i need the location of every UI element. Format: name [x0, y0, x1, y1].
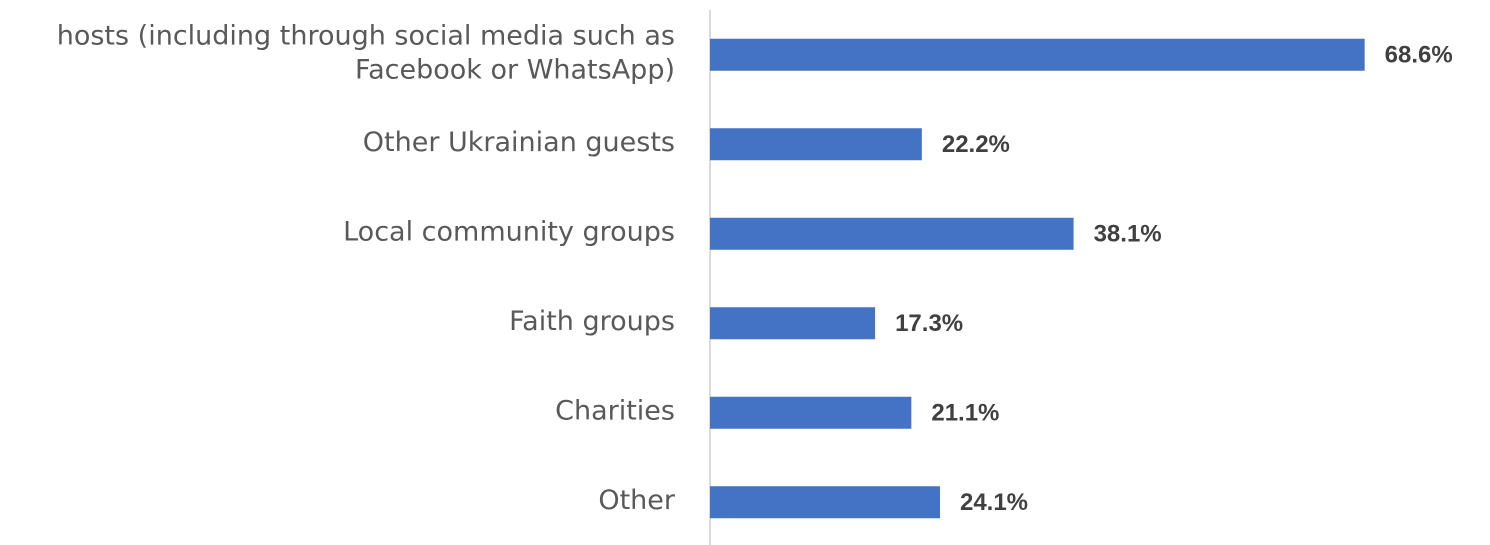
bar-value-label: 68.6%: [1385, 41, 1453, 68]
bar-value-label: 17.3%: [895, 310, 963, 337]
category-label: Faith groups: [509, 306, 675, 337]
category-labels-group: hosts (including through social media su…: [57, 20, 676, 516]
category-label: Charities: [555, 395, 675, 426]
category-label: Facebook or WhatsApp): [355, 54, 675, 85]
category-label: Other: [598, 485, 676, 516]
bar: [710, 38, 1365, 71]
category-label: hosts (including through social media su…: [57, 20, 675, 51]
bar: [710, 128, 922, 161]
bar: [710, 486, 940, 519]
bar: [710, 307, 876, 340]
bar-value-label: 38.1%: [1094, 220, 1162, 247]
bars-group: [710, 38, 1365, 519]
bar-value-label: 22.2%: [942, 131, 1010, 158]
bar-value-label: 21.1%: [931, 399, 999, 426]
bar: [710, 217, 1074, 250]
bar: [710, 396, 912, 429]
category-label: Other Ukrainian guests: [363, 127, 675, 158]
bar-value-label: 24.1%: [960, 489, 1028, 516]
category-label: Local community groups: [343, 216, 675, 247]
value-labels-group: 68.6% 22.2% 38.1% 17.3% 21.1% 24.1%: [895, 41, 1453, 516]
